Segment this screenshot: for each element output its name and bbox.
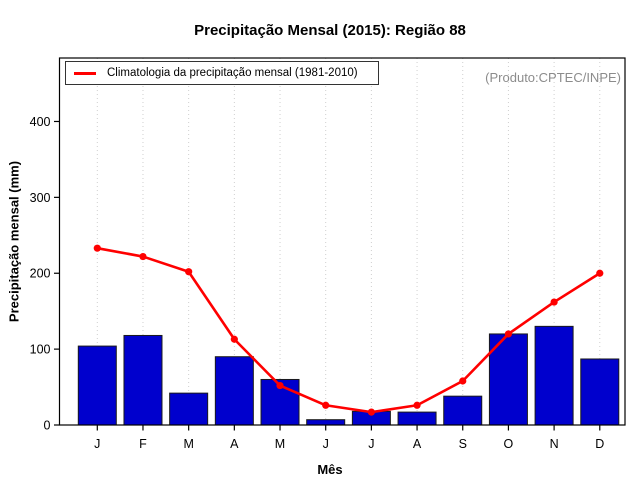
bar-F-2 — [123, 334, 163, 426]
climatology-point-3 — [185, 268, 193, 276]
climatology-line — [97, 246, 601, 414]
legend-label: Climatologia da precipitação mensal (198… — [107, 67, 358, 79]
climatology-point-1 — [93, 244, 101, 252]
x-axis-title: Mês — [317, 462, 343, 477]
x-tick-label-7: J — [368, 437, 374, 451]
climatology-point-10 — [504, 330, 513, 338]
bar-J-1 — [77, 345, 117, 426]
y-tick-label: 400 — [30, 115, 51, 129]
x-tick-label-9: S — [459, 437, 467, 451]
bar-M-3 — [169, 392, 209, 426]
x-tick-label-1: J — [94, 437, 100, 451]
x-tick-label-11: N — [550, 437, 559, 451]
bar-D-12 — [580, 358, 620, 426]
climatology-point-4 — [230, 335, 238, 343]
x-tick-label-5: M — [275, 437, 285, 451]
product-credit: (Produto:CPTEC/INPE) — [485, 70, 621, 85]
climatology-point-9 — [459, 377, 467, 385]
x-tick-label-10: O — [504, 437, 514, 451]
y-tick-label: 200 — [30, 267, 51, 281]
climatology-point-8 — [413, 401, 421, 409]
x-tick-label-2: F — [139, 437, 147, 451]
bar-S-9 — [443, 395, 483, 426]
y-axis-title: Precipitação mensal (mm) — [6, 160, 22, 323]
legend-line-swatch — [74, 71, 96, 75]
bar-N-11 — [534, 325, 574, 426]
chart-title: Precipitação Mensal (2015): Região 88 — [194, 22, 466, 39]
climatology-point-7 — [367, 408, 375, 416]
climatology-point-2 — [139, 252, 147, 261]
bar-A-8 — [397, 411, 437, 426]
y-tick-label: 100 — [30, 343, 51, 357]
bar-J-6 — [306, 419, 346, 426]
climatology-point-12 — [596, 269, 604, 277]
climatology-point-6 — [322, 401, 330, 409]
x-tick-label-12: D — [595, 437, 604, 451]
plot-border — [58, 57, 626, 426]
climatology-point-5 — [276, 381, 284, 390]
bar-A-4 — [214, 356, 254, 426]
x-tick-label-8: A — [413, 437, 422, 451]
x-tick-label-3: M — [183, 437, 193, 451]
climatology-point-11 — [550, 298, 558, 306]
y-tick-label: 0 — [44, 419, 51, 433]
x-tick-label-6: J — [323, 437, 329, 451]
y-tick-label: 300 — [30, 191, 51, 205]
x-tick-label-4: A — [230, 437, 239, 451]
legend: Climatologia da precipitação mensal (198… — [65, 61, 379, 85]
